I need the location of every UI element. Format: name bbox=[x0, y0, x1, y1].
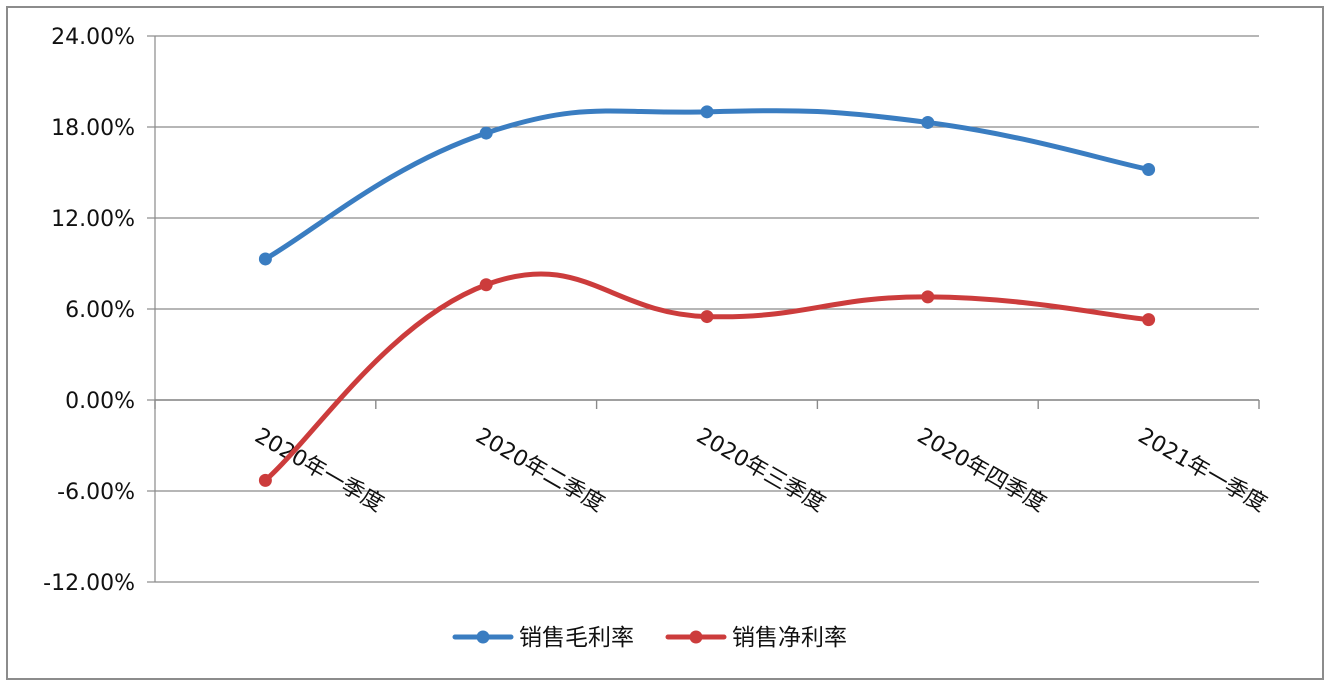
y-axis-ticks: -12.00% -6.00% 0.00% 6.00% 12.00% 18.00% 24.00… bbox=[43, 25, 135, 596]
y-tick-label: 24.00% bbox=[51, 25, 135, 50]
y-tick-label: 18.00% bbox=[51, 116, 135, 141]
legend-item: 销售毛利率 bbox=[452, 625, 634, 651]
x-tick-label: 2020年二季度 bbox=[471, 424, 608, 518]
legend-swatch-marker bbox=[476, 630, 490, 644]
series-line bbox=[262, 271, 1152, 483]
series-2 bbox=[258, 271, 1156, 487]
data-point bbox=[479, 126, 493, 140]
data-point bbox=[258, 252, 272, 266]
data-point bbox=[921, 290, 935, 304]
y-tick-label: 12.00% bbox=[51, 207, 135, 232]
data-point bbox=[479, 278, 493, 292]
series-line bbox=[262, 108, 1152, 262]
legend-item: 销售净利率 bbox=[665, 625, 847, 651]
series-1 bbox=[258, 105, 1156, 266]
legend-swatch-marker bbox=[689, 630, 703, 644]
legend-label: 销售毛利率 bbox=[519, 625, 634, 651]
legend-label: 销售净利率 bbox=[732, 625, 847, 651]
series bbox=[258, 105, 1156, 487]
data-point bbox=[921, 115, 935, 129]
gridlines bbox=[147, 35, 1259, 583]
y-tick-label: -12.00% bbox=[43, 571, 135, 596]
x-tick-label: 2020年三季度 bbox=[692, 424, 829, 518]
y-tick-label: 0.00% bbox=[65, 389, 135, 414]
data-point bbox=[700, 310, 714, 324]
data-point bbox=[1142, 162, 1156, 176]
data-point bbox=[258, 473, 272, 487]
y-tick-label: 6.00% bbox=[65, 298, 135, 323]
x-tick-label: 2021年一季度 bbox=[1134, 424, 1271, 518]
legend: 销售毛利率 销售净利率 bbox=[452, 625, 847, 651]
chart-frame bbox=[6, 6, 1324, 680]
y-tick-label: -6.00% bbox=[57, 480, 135, 505]
x-tick-label: 2020年一季度 bbox=[250, 424, 387, 518]
data-point bbox=[1142, 313, 1156, 327]
x-tick-label: 2020年四季度 bbox=[913, 424, 1050, 518]
x-axis-ticks: 2020年一季度 2020年二季度 2020年三季度 2020年四季度 2021年一季度 bbox=[250, 424, 1270, 518]
data-point bbox=[700, 105, 714, 119]
